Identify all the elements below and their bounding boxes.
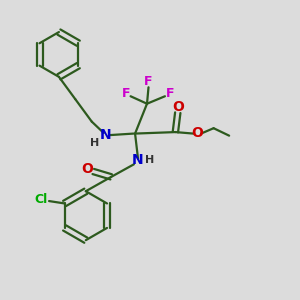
Text: F: F xyxy=(144,75,153,88)
Text: N: N xyxy=(132,153,144,167)
Text: H: H xyxy=(145,155,154,166)
Text: O: O xyxy=(191,126,203,140)
Text: N: N xyxy=(99,128,111,142)
Text: H: H xyxy=(90,137,99,148)
Text: Cl: Cl xyxy=(35,193,48,206)
Text: F: F xyxy=(166,87,175,101)
Text: O: O xyxy=(81,161,93,176)
Text: O: O xyxy=(173,100,184,114)
Text: F: F xyxy=(122,87,130,101)
